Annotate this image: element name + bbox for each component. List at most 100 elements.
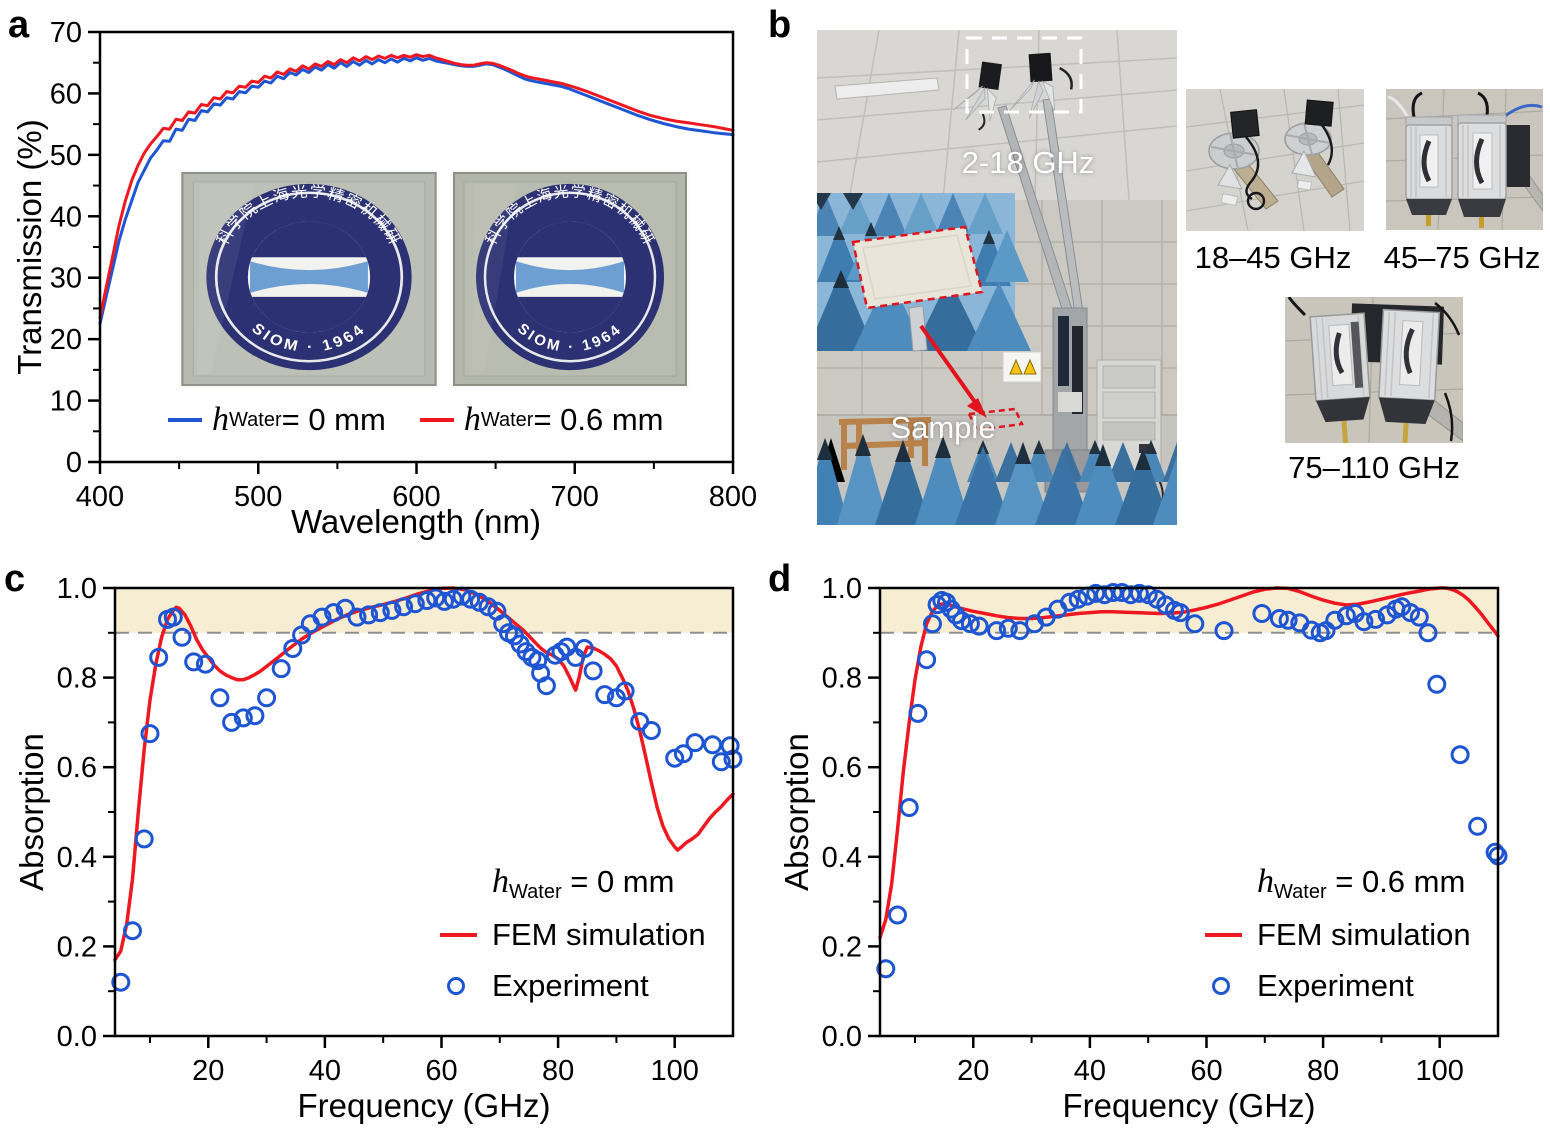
legend-sub: Water: [1274, 880, 1327, 903]
sample-plate-outline: [851, 225, 984, 310]
legend-sub: Water: [480, 408, 534, 431]
panel-label-a: a: [8, 4, 30, 46]
svg-text:500: 500: [234, 481, 282, 513]
svg-text:80: 80: [1307, 1055, 1339, 1087]
svg-text:20: 20: [957, 1055, 989, 1087]
blue-circle-swatch: [1212, 976, 1230, 995]
y-axis-label-d: Absorption: [778, 733, 815, 891]
svg-text:0.6: 0.6: [822, 752, 862, 784]
sample-photo-water-art: 中国科学院上海光学精密机械研究所 SIOM · 1964: [450, 170, 690, 388]
legend-title-row: hWater = 0 mm: [440, 858, 706, 909]
svg-text:20: 20: [50, 324, 82, 356]
antenna-photo-45-75: [1386, 89, 1543, 230]
antenna-left: [1208, 109, 1279, 211]
antenna-photo-75-110-art: [1285, 297, 1463, 443]
svg-text:40: 40: [1074, 1055, 1106, 1087]
svg-text:0.0: 0.0: [57, 1021, 97, 1053]
sample-photo-dry-art: 中国科学院上海光学精密机械研究所 SIOM · 1964: [178, 170, 440, 388]
caption-75-110: 75–110 GHz: [1288, 450, 1460, 485]
legend-exp-label: Experiment: [1257, 967, 1414, 1003]
svg-text:0.2: 0.2: [822, 931, 862, 963]
svg-text:60: 60: [425, 1055, 457, 1087]
legend-panel-c: hWater = 0 mm FEM simulation Experiment: [440, 858, 706, 1011]
legend-rest: = 0 mm: [281, 402, 386, 437]
svg-text:1.0: 1.0: [822, 573, 862, 605]
blue-line-swatch: [168, 418, 202, 422]
panel-label-d: d: [768, 558, 792, 600]
svg-text:20: 20: [192, 1055, 224, 1087]
extender-module-left: [1309, 312, 1371, 443]
svg-text:0: 0: [66, 447, 82, 479]
svg-text:0.6: 0.6: [57, 752, 97, 784]
legend-rest: = 0.6 mm: [533, 402, 664, 437]
svg-text:400: 400: [76, 481, 124, 513]
legend-rest: = 0.6 mm: [1326, 863, 1466, 899]
antenna-photo-75-110: [1285, 297, 1463, 443]
sample-photo-water: 中国科学院上海光学精密机械研究所 SIOM · 1964: [450, 170, 690, 388]
svg-text:700: 700: [551, 481, 599, 513]
legend-var: h: [1257, 862, 1274, 900]
svg-text:800: 800: [709, 481, 757, 513]
sample-photo-dry: 中国科学院上海光学精密机械研究所 SIOM · 1964: [178, 170, 440, 388]
legend-item-water-06mm: h Water = 0.6 mm: [419, 401, 664, 438]
svg-text:0.4: 0.4: [822, 842, 862, 874]
svg-text:70: 70: [50, 17, 82, 49]
sample-inset-photo: [817, 193, 1031, 352]
svg-text:600: 600: [392, 481, 440, 513]
antenna-right: [1284, 99, 1345, 198]
svg-text:40: 40: [50, 201, 82, 233]
legend-sub: Water: [509, 880, 562, 903]
red-line-swatch: [419, 418, 454, 422]
x-axis-label-c: Frequency (GHz): [297, 1087, 551, 1124]
svg-text:30: 30: [50, 263, 82, 295]
legend-rest: = 0 mm: [561, 863, 675, 899]
dashed-highlight-box: [965, 36, 1083, 114]
red-line-swatch: [1205, 932, 1242, 937]
wooden-table: [838, 417, 932, 470]
svg-text:0.0: 0.0: [822, 1021, 862, 1053]
absorber-pyramids: [817, 434, 1177, 525]
measurement-chamber-photo: 2-18 GHz Sample: [817, 30, 1177, 525]
svg-text:1.0: 1.0: [57, 573, 97, 605]
caption-45-75: 45–75 GHz: [1383, 240, 1541, 275]
sample-location-outline: [967, 407, 1024, 432]
svg-text:60: 60: [1190, 1055, 1222, 1087]
svg-text:80: 80: [542, 1055, 574, 1087]
svg-text:100: 100: [1416, 1055, 1464, 1087]
y-axis-label-c: Absorption: [13, 733, 50, 891]
svg-text:60: 60: [50, 78, 82, 110]
svg-text:0.2: 0.2: [57, 931, 97, 963]
legend-sim-label: FEM simulation: [492, 916, 706, 952]
vna-extender-left: [1387, 91, 1453, 226]
legend-item-water-0mm: h Water = 0 mm: [168, 402, 386, 438]
caption-18-45: 18–45 GHz: [1194, 240, 1352, 275]
blue-circle-swatch: [447, 976, 465, 995]
antenna-photo-18-45: [1186, 89, 1364, 231]
legend-sub: Water: [229, 408, 282, 431]
legend-sim-label: FEM simulation: [1257, 916, 1471, 952]
legend-title-row: hWater = 0.6 mm: [1205, 858, 1471, 909]
legend-sim-row: FEM simulation: [1205, 909, 1471, 960]
panel-label-c: c: [4, 558, 26, 600]
sample-label: Sample: [890, 410, 996, 445]
legend-exp-row: Experiment: [440, 960, 706, 1011]
extender-module-right: [1378, 308, 1441, 443]
svg-text:10: 10: [50, 386, 82, 418]
svg-text:100: 100: [651, 1055, 699, 1087]
svg-text:40: 40: [309, 1055, 341, 1087]
legend-sim-row: FEM simulation: [440, 909, 706, 960]
antenna-mast: [997, 98, 1096, 493]
warning-sign: [1002, 351, 1042, 383]
legend-var: h: [463, 401, 481, 438]
svg-text:0.8: 0.8: [57, 663, 97, 695]
legend-var: h: [212, 401, 229, 438]
chamber-photo-art: [817, 30, 1177, 525]
red-line-swatch: [440, 932, 477, 937]
svg-text:0.8: 0.8: [822, 663, 862, 695]
legend-exp-label: Experiment: [492, 967, 649, 1003]
legend-var: h: [492, 862, 509, 900]
x-axis-label-d: Frequency (GHz): [1062, 1087, 1316, 1124]
antenna-photo-45-75-art: [1386, 89, 1543, 230]
